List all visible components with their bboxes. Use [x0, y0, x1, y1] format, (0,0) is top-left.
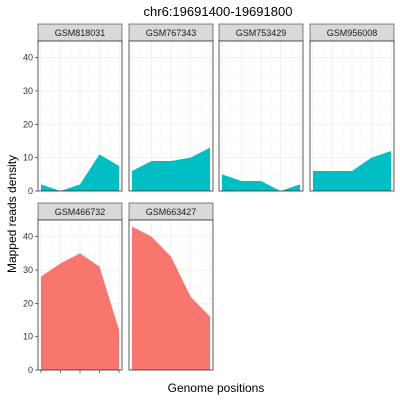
x-axis-title: Genome positions — [168, 381, 265, 395]
y-tick-label: 40 — [23, 53, 33, 63]
facet-panels: GSM818031 0 10 20 30 40 GSM767343 GSM753429 GSM9… — [23, 24, 394, 375]
facet-panel-GSM767343: GSM767343 — [129, 24, 213, 191]
strip-label: GSM767343 — [146, 28, 197, 38]
y-tick-label: 20 — [23, 119, 33, 129]
y-tick-label: 20 — [23, 298, 33, 308]
strip-label: GSM956008 — [327, 28, 378, 38]
y-tick-label: 0 — [28, 365, 33, 375]
strip-label: GSM818031 — [55, 28, 106, 38]
y-tick-label: 0 — [28, 186, 33, 196]
facet-panel-GSM956008: GSM956008 — [310, 24, 394, 191]
facet-panel-GSM466732: GSM466732 0 10 20 30 40 — [23, 203, 122, 375]
y-tick-label: 40 — [23, 232, 33, 242]
strip-label: GSM753429 — [236, 28, 287, 38]
y-tick-label: 10 — [23, 153, 33, 163]
y-tick-label: 30 — [23, 265, 33, 275]
facet-panel-GSM818031: GSM818031 0 10 20 30 40 — [23, 24, 122, 196]
strip-label: GSM663427 — [146, 207, 197, 217]
chart-title: chr6:19691400-19691800 — [144, 4, 293, 19]
strip-label: GSM466732 — [55, 207, 106, 217]
y-axis-title: Mapped reads density — [5, 155, 19, 273]
facet-panel-GSM663427: GSM663427 — [129, 203, 213, 370]
facet-panel-GSM753429: GSM753429 — [219, 24, 303, 191]
y-tick-label: 30 — [23, 86, 33, 96]
y-tick-label: 10 — [23, 332, 33, 342]
